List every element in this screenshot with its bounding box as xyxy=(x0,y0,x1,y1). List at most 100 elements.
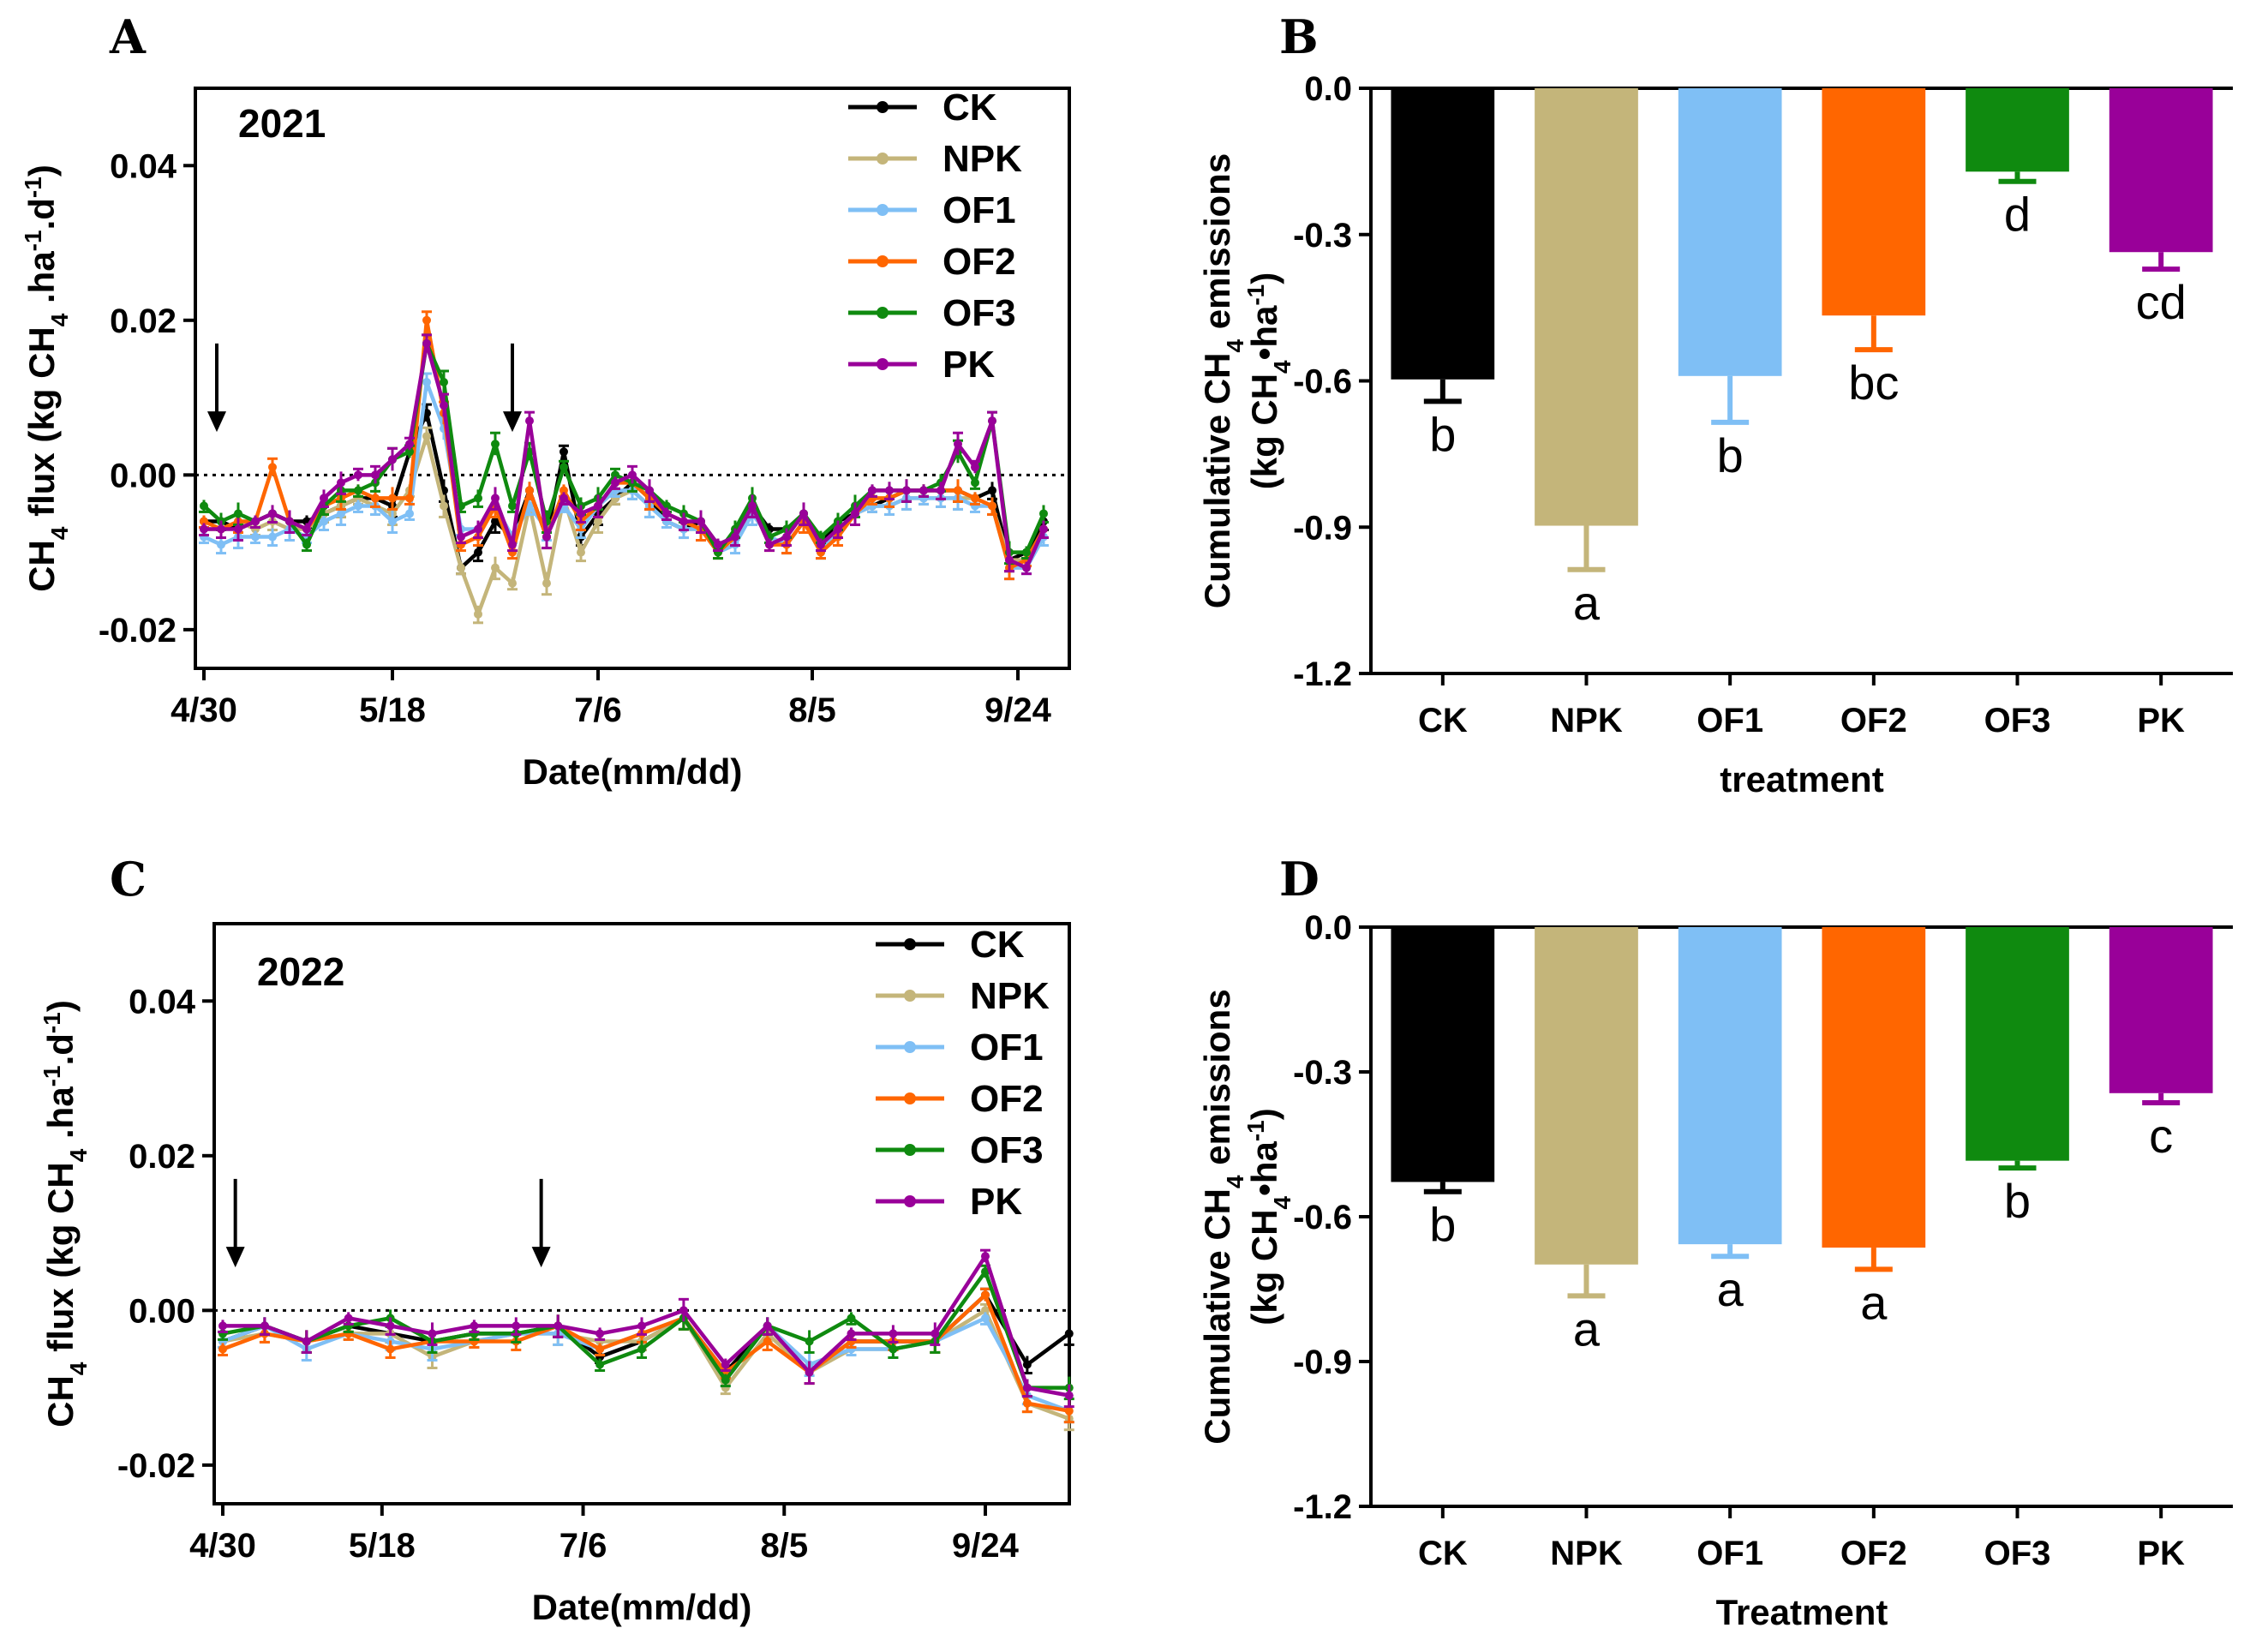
data-point xyxy=(637,1344,646,1354)
label-span: CH xyxy=(40,1375,81,1428)
panel-c: C -0.02 0.00 0.02 0.04 4/30 5/18 7/6 8/5 9/24 Date… xyxy=(39,852,1074,1627)
label-span: .d xyxy=(21,198,62,230)
data-point xyxy=(302,1337,311,1346)
significance-letter: d xyxy=(2004,188,2031,242)
data-point xyxy=(218,1321,227,1331)
data-point xyxy=(919,486,928,495)
label-span: .ha xyxy=(40,1086,81,1149)
bar-group-of1: OF1 b xyxy=(1678,88,1782,739)
plot-frame xyxy=(212,922,1071,1505)
legend-item-pk: PK xyxy=(848,344,995,386)
label-span: (kg CH xyxy=(1244,1209,1284,1325)
data-point xyxy=(1005,555,1014,565)
data-point xyxy=(851,509,859,518)
label-span: •ha xyxy=(1244,305,1284,360)
significance-letter: c xyxy=(2149,1109,2173,1163)
y-tick-label: 0.04 xyxy=(110,147,177,185)
label-span: 4 xyxy=(46,313,73,326)
x-tick-label: 9/24 xyxy=(952,1527,1020,1565)
x-tick-label: OF3 xyxy=(1984,702,2051,739)
label-span: 4 xyxy=(65,1362,92,1375)
data-point xyxy=(234,509,242,518)
bar-pk xyxy=(2109,88,2213,253)
panel-letter: C xyxy=(110,852,147,907)
label-span: (kg CH xyxy=(1244,374,1284,489)
fertilization-arrow-head xyxy=(531,1247,551,1268)
data-point xyxy=(388,455,397,464)
legend-label: NPK xyxy=(970,975,1050,1017)
legend-swatch-marker xyxy=(877,204,889,216)
fertilization-arrow-head xyxy=(503,411,522,433)
data-point xyxy=(560,486,568,495)
data-point xyxy=(320,494,328,503)
label-span: ) xyxy=(1244,1108,1284,1120)
data-point xyxy=(354,501,362,511)
legend-label: OF1 xyxy=(970,1027,1044,1068)
data-point xyxy=(474,609,482,619)
label-span: .ha xyxy=(21,251,62,314)
data-point xyxy=(491,563,500,572)
label-span: flux (kg CH xyxy=(40,1162,81,1362)
x-tick-label: PK xyxy=(2137,702,2185,739)
legend-swatch-marker xyxy=(904,990,916,1002)
label-span: emissions xyxy=(1197,989,1237,1175)
data-point xyxy=(200,501,208,511)
data-point xyxy=(1022,1398,1032,1408)
bar-group-npk: NPK a xyxy=(1535,927,1638,1572)
significance-letter: a xyxy=(1860,1275,1888,1329)
data-point xyxy=(422,378,431,387)
data-point xyxy=(1022,1360,1032,1369)
data-point xyxy=(337,509,345,518)
data-point xyxy=(679,1306,688,1315)
bar-ck xyxy=(1391,927,1495,1182)
data-point xyxy=(980,1267,990,1277)
data-point xyxy=(440,501,448,511)
data-point xyxy=(428,1329,437,1338)
label-span: 4 xyxy=(65,1148,92,1162)
data-point xyxy=(371,494,380,503)
legend-swatch-marker xyxy=(904,1144,916,1156)
data-point xyxy=(731,532,739,542)
data-point xyxy=(595,1329,605,1338)
y-tick-label: -0.6 xyxy=(1293,1199,1352,1236)
x-tick-label: 4/30 xyxy=(189,1527,256,1565)
data-point xyxy=(763,1337,772,1346)
bar-group-npk: NPK a xyxy=(1535,88,1638,739)
legend-label: CK xyxy=(970,924,1025,966)
data-point xyxy=(234,524,242,534)
significance-letter: cd xyxy=(2136,275,2187,329)
label-span: -1 xyxy=(39,1065,65,1086)
bar-of2 xyxy=(1822,88,1926,316)
data-point xyxy=(508,578,517,588)
x-tick-label: CK xyxy=(1418,1535,1468,1572)
data-point xyxy=(542,532,551,542)
panel-d: D0.0 -0.3 -0.6 -0.9 -1.2 CK b NPK a OF1 a OF2 a OF3 b P… xyxy=(1197,852,2233,1632)
y-tick-label: -0.02 xyxy=(99,612,177,649)
legend-item-ck: CK xyxy=(848,87,997,129)
series-line-of2 xyxy=(203,318,1045,570)
label-span: •ha xyxy=(1244,1140,1284,1195)
data-point xyxy=(525,486,534,495)
data-point xyxy=(595,1360,605,1369)
x-tick-label: 4/30 xyxy=(171,691,237,729)
data-point xyxy=(611,470,619,480)
data-point xyxy=(645,486,654,495)
data-point xyxy=(491,440,500,449)
y-tick-label: -1.2 xyxy=(1293,655,1352,693)
significance-letter: a xyxy=(1717,1262,1744,1316)
legend-item-ck: CK xyxy=(876,924,1025,966)
y-tick-label: 0.0 xyxy=(1304,70,1352,108)
legend-label: OF3 xyxy=(942,292,1016,334)
data-point xyxy=(512,1321,521,1331)
data-point xyxy=(525,416,534,426)
series-npk xyxy=(199,426,1049,625)
label-span: flux (kg CH xyxy=(21,326,62,526)
panel-letter: D xyxy=(1279,852,1319,907)
year-label: 2022 xyxy=(257,949,344,994)
legend-swatch-marker xyxy=(904,1195,916,1207)
data-point xyxy=(1039,524,1048,534)
data-point xyxy=(805,1337,814,1346)
significance-letter: b xyxy=(1429,407,1456,461)
data-point xyxy=(217,524,225,534)
significance-letter: b xyxy=(1717,428,1744,482)
